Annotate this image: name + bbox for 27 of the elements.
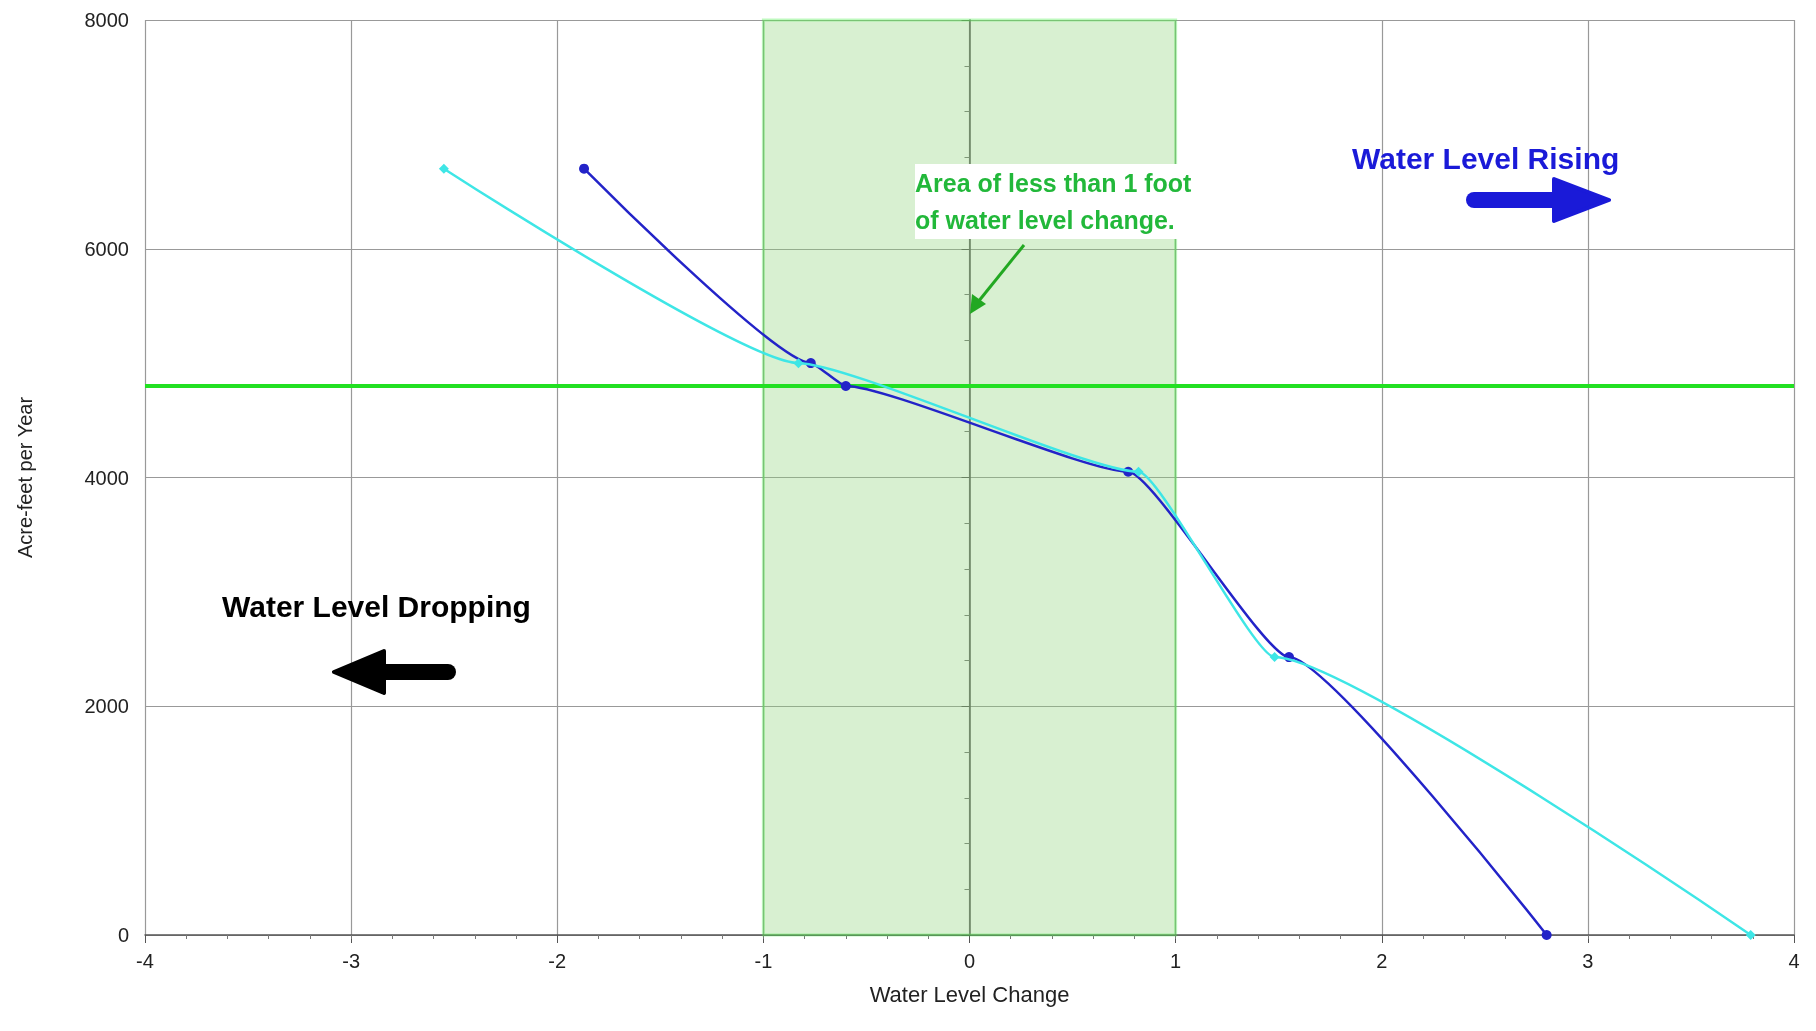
point [793, 358, 804, 369]
y-tick-label: 4000 [84, 466, 129, 489]
x-tick-label: 4 [1788, 950, 1800, 972]
y-tick-label: 0 [117, 924, 129, 946]
y-tick-label: 2000 [84, 695, 129, 718]
point [1541, 930, 1552, 940]
point [579, 163, 590, 174]
point [840, 381, 851, 391]
x-tick-label: -3 [342, 950, 361, 972]
annotation: Area of less than 1 foot of water level change. [915, 168, 1199, 235]
x-tick-label: -4 [136, 950, 154, 972]
x-tick-label: 2 [1376, 950, 1388, 972]
point [438, 163, 449, 174]
y-axis-title: Acre-feet per Year [14, 396, 36, 559]
y-tick-label: 6000 [84, 237, 129, 260]
x-tick-label: -1 [754, 950, 773, 972]
point [1745, 930, 1756, 940]
x-tick-label: 3 [1582, 950, 1594, 972]
x-axis-title: Water Level Change [869, 981, 1070, 1007]
point [1269, 652, 1280, 663]
annotation: Water Level Dropping [222, 590, 531, 623]
x-tick-label: 0 [963, 950, 976, 972]
y-tick-label: 8000 [84, 9, 129, 31]
point [1133, 466, 1144, 477]
annotation: Water Level Rising [1352, 142, 1620, 175]
x-tick-label: -2 [548, 950, 567, 972]
x-tick-label: 1 [1170, 950, 1182, 972]
